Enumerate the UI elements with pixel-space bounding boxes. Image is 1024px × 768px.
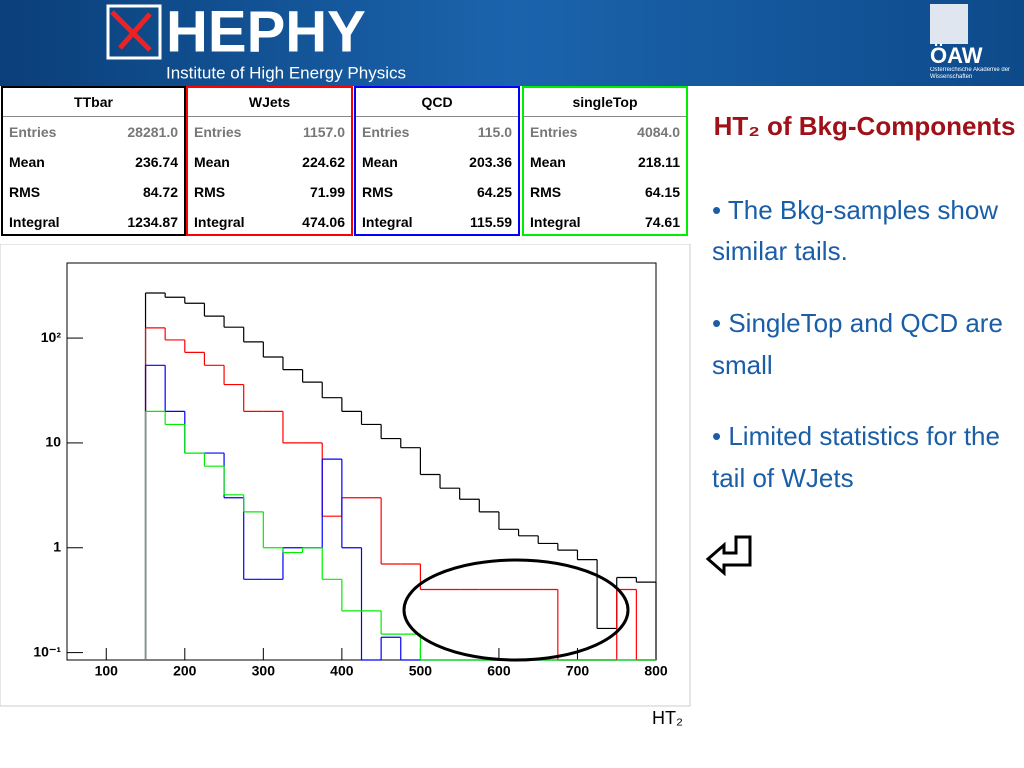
return-arrow — [705, 535, 752, 577]
stats-label: RMS — [9, 184, 41, 200]
y-tick-label: 10⁻¹ — [33, 643, 61, 659]
stats-row: Mean 218.11 — [524, 147, 686, 177]
stats-label: Mean — [530, 154, 566, 170]
oaw-caption-box: Österreichische Akademie der Wissenschaf… — [930, 67, 1011, 80]
stats-title: QCD — [356, 88, 518, 117]
stats-label: Entries — [362, 124, 410, 140]
oaw-building — [930, 4, 968, 44]
logo-frame — [106, 4, 162, 60]
stats-label: RMS — [530, 184, 562, 200]
stats-label: Entries — [9, 124, 57, 140]
oaw-caption: Österreichische Akademie der Wissenschaf… — [930, 67, 1011, 80]
x-tick-label: 400 — [330, 663, 354, 679]
x-tick-label: 200 — [173, 663, 197, 679]
stats-label: Integral — [194, 214, 245, 230]
bullet: • Limited statistics for the tail of WJe… — [712, 421, 1000, 493]
stats-value: 474.06 — [302, 214, 345, 230]
stats-row: Entries 1157.0 — [188, 117, 351, 147]
stats-title: TTbar — [3, 88, 184, 117]
stats-label: Entries — [194, 124, 242, 140]
x-tick-label: 700 — [566, 663, 590, 679]
stats-row: RMS 64.25 — [356, 177, 518, 207]
header-graphics: HEPHY Institute of High Energy Physics Ö… — [106, 0, 1011, 82]
stats-row: Entries 28281.0 — [3, 117, 184, 147]
stats-value: 236.74 — [135, 154, 178, 170]
stats-value: 115.0 — [477, 124, 512, 140]
header-subtitle: Institute of High Energy Physics — [166, 63, 406, 82]
stats-label: Entries — [530, 124, 578, 140]
stats-row: RMS 84.72 — [3, 177, 184, 207]
stats-label: Mean — [9, 154, 45, 170]
stats-row: Mean 224.62 — [188, 147, 351, 177]
stats-value: 1157.0 — [302, 124, 345, 140]
stats-label: RMS — [194, 184, 226, 200]
stats-value: 84.72 — [142, 184, 178, 200]
stats-label: Integral — [530, 214, 581, 230]
x-axis-label: HT₂ — [652, 708, 683, 728]
stats-label: Mean — [194, 154, 230, 170]
stats-value: 64.15 — [644, 184, 680, 200]
stats-row: Mean 203.36 — [356, 147, 518, 177]
stats-row: Entries 115.0 — [356, 117, 518, 147]
stats-value: 115.59 — [469, 214, 512, 230]
histogram: 100 200 300 400 500 600 700 800 10⁻¹ 1 10 10² — [0, 244, 691, 707]
stats-value: 74.61 — [644, 214, 680, 230]
stats-value: 203.36 — [469, 154, 512, 170]
stats-row: Integral 474.06 — [188, 207, 351, 237]
stats-box: WJets Entries 1157.0 Mean 224.62 RMS 71.99 Inte… — [186, 86, 353, 236]
y-tick-label: 1 — [53, 538, 61, 554]
stats-value: 71.99 — [309, 184, 345, 200]
stats-box: TTbar Entries 28281.0 Mean 236.74 RMS 84.72 Int… — [1, 86, 186, 236]
stats-value: 4084.0 — [637, 124, 680, 140]
logo-bolt — [110, 10, 152, 52]
notes: HT₂ of Bkg-Components • The Bkg-samples … — [705, 110, 1017, 592]
header: HEPHY Institute of High Energy Physics Ö… — [0, 0, 1024, 86]
x-tick-label: 800 — [644, 663, 668, 679]
x-tick-label: 100 — [95, 663, 119, 679]
stats-row: Integral 74.61 — [524, 207, 686, 237]
bullet: • SingleTop and QCD are small — [712, 307, 1003, 380]
stats-row: Mean 236.74 — [3, 147, 184, 177]
x-tick-label: 500 — [409, 663, 433, 679]
stats-box: singleTop Entries 4084.0 Mean 218.11 RMS 64.15… — [522, 86, 688, 236]
stats-row: Integral 115.59 — [356, 207, 518, 237]
stats-box: QCD Entries 115.0 Mean 203.36 RMS 64.25 Integra… — [354, 86, 520, 236]
oaw-logo: ÖAW — [930, 43, 983, 68]
stats-value: 1234.87 — [127, 214, 178, 230]
stats-value: 224.62 — [302, 154, 345, 170]
stats-row: RMS 71.99 — [188, 177, 351, 207]
y-tick-label: 10 — [45, 434, 61, 450]
slide-title: HT₂ of Bkg-Components — [713, 111, 1016, 141]
stats-row: RMS 64.15 — [524, 177, 686, 207]
header-title: HEPHY — [166, 0, 366, 64]
stats-value: 64.25 — [476, 184, 512, 200]
stats-row: Integral 1234.87 — [3, 207, 184, 237]
x-tick-label: 300 — [252, 663, 276, 679]
stats-label: Integral — [9, 214, 60, 230]
highlight-ellipse — [402, 558, 630, 662]
stats-label: Integral — [362, 214, 413, 230]
stats-value: 218.11 — [637, 154, 680, 170]
return-icon — [705, 535, 752, 577]
y-tick-label: 10² — [41, 329, 62, 345]
stats-title: singleTop — [524, 88, 686, 117]
stats-label: RMS — [362, 184, 394, 200]
stats-label: Mean — [362, 154, 398, 170]
bullets: • The Bkg-samples show similar tails. • S… — [712, 190, 1017, 500]
stats-row: Entries 4084.0 — [524, 117, 686, 147]
bullet: • The Bkg-samples show similar tails. — [712, 194, 999, 267]
stats-title: WJets — [188, 88, 351, 117]
stats-value: 28281.0 — [127, 124, 178, 140]
x-tick-label: 600 — [487, 663, 511, 679]
